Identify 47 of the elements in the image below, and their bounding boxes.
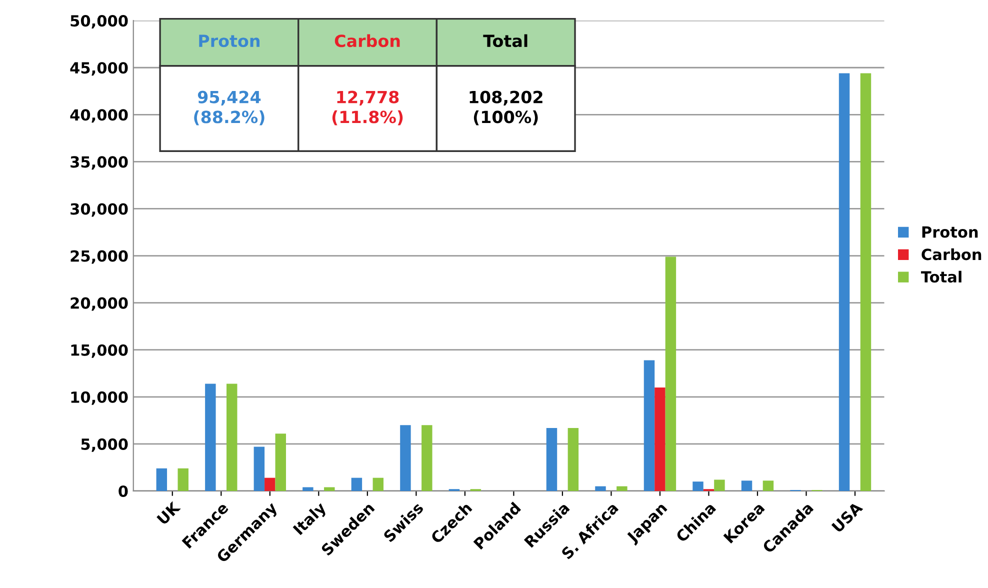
legend-label: Proton [922,226,978,238]
bar [264,478,276,491]
x-tick-label: UK [156,500,182,526]
bar [595,486,606,491]
bar [400,425,411,491]
y-tick-label: 40,000 [70,109,128,123]
annotation: Carbon [334,34,400,48]
bar [546,428,558,491]
annotation: 108,202 (100%) [470,90,542,126]
y-tick-label: 50,000 [70,15,128,29]
bar [351,478,362,491]
y-tick-label: 45,000 [70,62,128,76]
legend-label: Total [921,270,962,283]
bar [226,384,238,491]
y-tick-label: 0 [118,485,128,497]
bar [616,486,628,491]
bar [178,468,188,491]
y-tick-label: 25,000 [70,250,128,264]
bar [692,482,704,491]
bar [254,446,265,491]
bar [324,487,335,491]
legend-label: Carbon [922,248,982,260]
bar [714,480,725,491]
y-tick-label: 35,000 [70,156,128,170]
bar [654,387,666,491]
bar [741,480,752,491]
bar [860,73,872,491]
annotation: Total [483,34,528,48]
bar [644,360,655,491]
bar [665,256,676,491]
bar [372,478,384,491]
bar [275,434,286,491]
annotation: Proton [199,34,260,48]
bar [156,468,168,491]
y-tick-label: 10,000 [71,391,128,405]
bar [762,480,774,491]
y-tick-label: 15,000 [71,344,128,358]
bar [838,73,850,491]
bar [422,425,432,491]
annotation: 12,778 (11.8%) [332,90,403,126]
y-tick-label: 20,000 [70,297,128,311]
annotation: 95,424 (88.2%) [194,90,264,126]
bar [205,384,216,491]
bar [302,487,314,491]
y-tick-label: 5,000 [81,438,128,452]
y-tick-label: 30,000 [70,203,128,217]
bar [568,428,579,491]
